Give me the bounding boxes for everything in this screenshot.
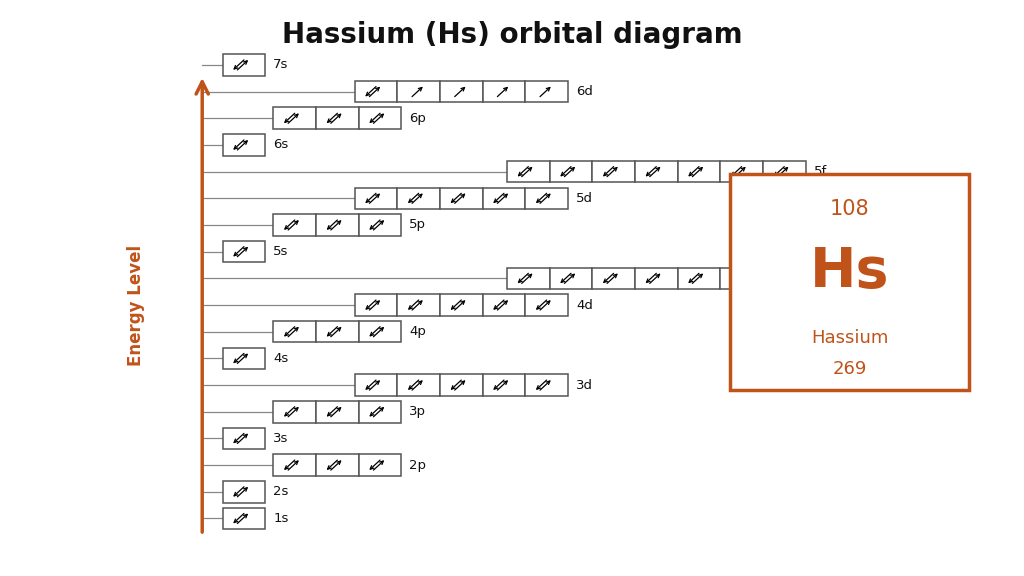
- Bar: [273, 401, 316, 423]
- Bar: [273, 214, 316, 236]
- Text: 4d: 4d: [575, 298, 593, 312]
- Bar: [482, 294, 525, 316]
- Bar: [482, 81, 525, 103]
- Bar: [525, 81, 568, 103]
- Bar: [222, 54, 265, 75]
- Text: 108: 108: [829, 199, 869, 219]
- Text: 6p: 6p: [410, 112, 426, 125]
- Text: 7s: 7s: [273, 58, 289, 71]
- Text: 6s: 6s: [273, 138, 289, 151]
- Bar: [482, 374, 525, 396]
- Bar: [273, 321, 316, 343]
- Bar: [482, 188, 525, 209]
- Bar: [316, 401, 358, 423]
- Bar: [635, 268, 678, 289]
- Bar: [222, 507, 265, 529]
- Bar: [678, 268, 720, 289]
- Text: Hassium: Hassium: [811, 329, 889, 347]
- Text: 6d: 6d: [575, 85, 593, 98]
- Bar: [592, 161, 635, 183]
- Bar: [592, 268, 635, 289]
- Bar: [316, 108, 358, 129]
- Text: Hs: Hs: [810, 245, 890, 298]
- Bar: [316, 214, 358, 236]
- Text: 5s: 5s: [273, 245, 289, 258]
- Bar: [397, 374, 440, 396]
- Bar: [273, 108, 316, 129]
- Bar: [397, 294, 440, 316]
- Text: 4f: 4f: [814, 272, 826, 285]
- Bar: [273, 454, 316, 476]
- Text: 5d: 5d: [575, 192, 593, 205]
- Bar: [358, 401, 401, 423]
- Bar: [316, 454, 358, 476]
- Text: 4p: 4p: [410, 325, 426, 338]
- Bar: [550, 161, 592, 183]
- Text: Hassium (Hs) orbital diagram: Hassium (Hs) orbital diagram: [282, 21, 742, 50]
- Bar: [678, 161, 720, 183]
- Text: 269: 269: [833, 359, 867, 378]
- Text: 3s: 3s: [273, 432, 289, 445]
- Bar: [358, 214, 401, 236]
- Bar: [440, 81, 482, 103]
- Text: 5p: 5p: [410, 218, 426, 232]
- Bar: [720, 268, 763, 289]
- Bar: [222, 481, 265, 503]
- Bar: [440, 294, 482, 316]
- Bar: [730, 175, 969, 390]
- Bar: [358, 108, 401, 129]
- Bar: [354, 294, 397, 316]
- Text: 4s: 4s: [273, 352, 289, 365]
- Bar: [440, 374, 482, 396]
- Bar: [525, 294, 568, 316]
- Text: 5f: 5f: [814, 165, 827, 178]
- Text: Energy Level: Energy Level: [127, 244, 145, 366]
- Text: 1s: 1s: [273, 512, 289, 525]
- Bar: [507, 268, 550, 289]
- Bar: [354, 188, 397, 209]
- Bar: [358, 321, 401, 343]
- Bar: [525, 188, 568, 209]
- Text: 3p: 3p: [410, 406, 426, 418]
- Bar: [358, 454, 401, 476]
- Text: 2p: 2p: [410, 458, 426, 472]
- Text: 3d: 3d: [575, 378, 593, 392]
- Bar: [397, 188, 440, 209]
- Bar: [720, 161, 763, 183]
- Bar: [440, 188, 482, 209]
- Bar: [635, 161, 678, 183]
- Bar: [316, 321, 358, 343]
- Bar: [397, 81, 440, 103]
- Bar: [525, 374, 568, 396]
- Text: 2s: 2s: [273, 486, 289, 498]
- Bar: [222, 347, 265, 369]
- Bar: [354, 374, 397, 396]
- Bar: [354, 81, 397, 103]
- Bar: [763, 161, 806, 183]
- Bar: [507, 161, 550, 183]
- Bar: [222, 427, 265, 449]
- Bar: [222, 134, 265, 156]
- Bar: [222, 241, 265, 263]
- Bar: [550, 268, 592, 289]
- Bar: [763, 268, 806, 289]
